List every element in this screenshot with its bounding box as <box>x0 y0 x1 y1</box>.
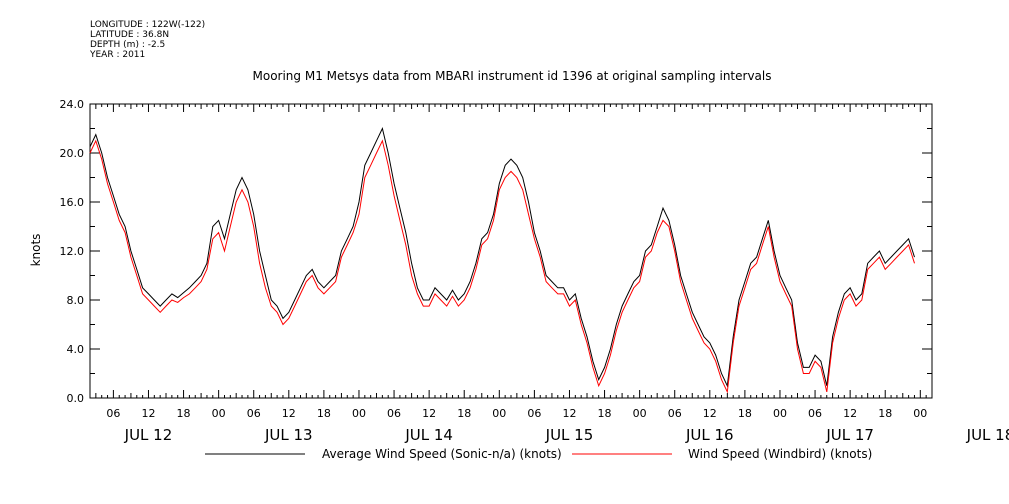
x-tick-label: 12 <box>282 407 296 420</box>
y-tick-label: 0.0 <box>67 392 85 405</box>
x-tick-label: 18 <box>878 407 892 420</box>
y-tick-label: 12.0 <box>60 245 85 258</box>
x-tick-label: 00 <box>773 407 787 420</box>
x-tick-label: 06 <box>106 407 120 420</box>
x-tick-label: 18 <box>598 407 612 420</box>
legend-label-sonic: Average Wind Speed (Sonic-n/a) (knots) <box>322 447 562 461</box>
x-tick-label: 12 <box>562 407 576 420</box>
day-label: JUL 13 <box>264 426 313 444</box>
x-tick-label: 00 <box>352 407 366 420</box>
x-tick-label: 06 <box>387 407 401 420</box>
series-group <box>89 127 915 394</box>
x-tick-label: 18 <box>457 407 471 420</box>
axes-group: 0.0 4.0 8.0 12.0 16.0 20.0 24.0 06 12 18 00 06 12 18 0… <box>60 98 1009 444</box>
day-label: JUL 16 <box>685 426 734 444</box>
y-tick-label: 4.0 <box>67 343 85 356</box>
x-tick-label: 12 <box>422 407 436 420</box>
series-line-sonic <box>89 127 915 388</box>
plot-frame <box>89 103 933 399</box>
legend: Average Wind Speed (Sonic-n/a) (knots) W… <box>205 447 872 461</box>
day-label: JUL 12 <box>124 426 173 444</box>
x-tick-label: 12 <box>703 407 717 420</box>
year-label: YEAR : 2011 <box>90 50 146 60</box>
latitude-label: LATITUDE : 36.8N <box>90 30 170 40</box>
y-tick-label: 20.0 <box>60 147 85 160</box>
x-tick-label: 18 <box>738 407 752 420</box>
legend-label-windbird: Wind Speed (Windbird) (knots) <box>688 447 872 461</box>
x-tick-label: 00 <box>492 407 506 420</box>
x-tick-label: 12 <box>843 407 857 420</box>
chart-title: Mooring M1 Metsys data from MBARI instru… <box>253 69 772 83</box>
longitude-label: LONGITUDE : 122W(-122) <box>90 20 206 30</box>
day-label: JUL 15 <box>545 426 594 444</box>
y-tick-label: 16.0 <box>60 196 85 209</box>
day-label: JUL 17 <box>825 426 874 444</box>
x-tick-label: 06 <box>668 407 682 420</box>
metadata-block: LONGITUDE : 122W(-122) LATITUDE : 36.8N … <box>90 20 205 60</box>
day-label: JUL 14 <box>404 426 453 444</box>
y-tick-label: 24.0 <box>60 98 85 111</box>
series-line-windbird <box>89 139 915 394</box>
x-tick-label: 00 <box>913 407 927 420</box>
y-axis-label: knots <box>29 234 43 267</box>
x-tick-label: 06 <box>527 407 541 420</box>
depth-label: DEPTH (m) : -2.5 <box>90 40 166 50</box>
x-tick-label: 18 <box>177 407 191 420</box>
x-tick-label: 18 <box>317 407 331 420</box>
y-tick-label: 8.0 <box>67 294 85 307</box>
x-tick-label: 00 <box>212 407 226 420</box>
day-label: JUL 18 <box>966 426 1009 444</box>
x-tick-label: 06 <box>808 407 822 420</box>
x-tick-label: 12 <box>141 407 155 420</box>
x-tick-label: 00 <box>633 407 647 420</box>
x-tick-label: 06 <box>247 407 261 420</box>
